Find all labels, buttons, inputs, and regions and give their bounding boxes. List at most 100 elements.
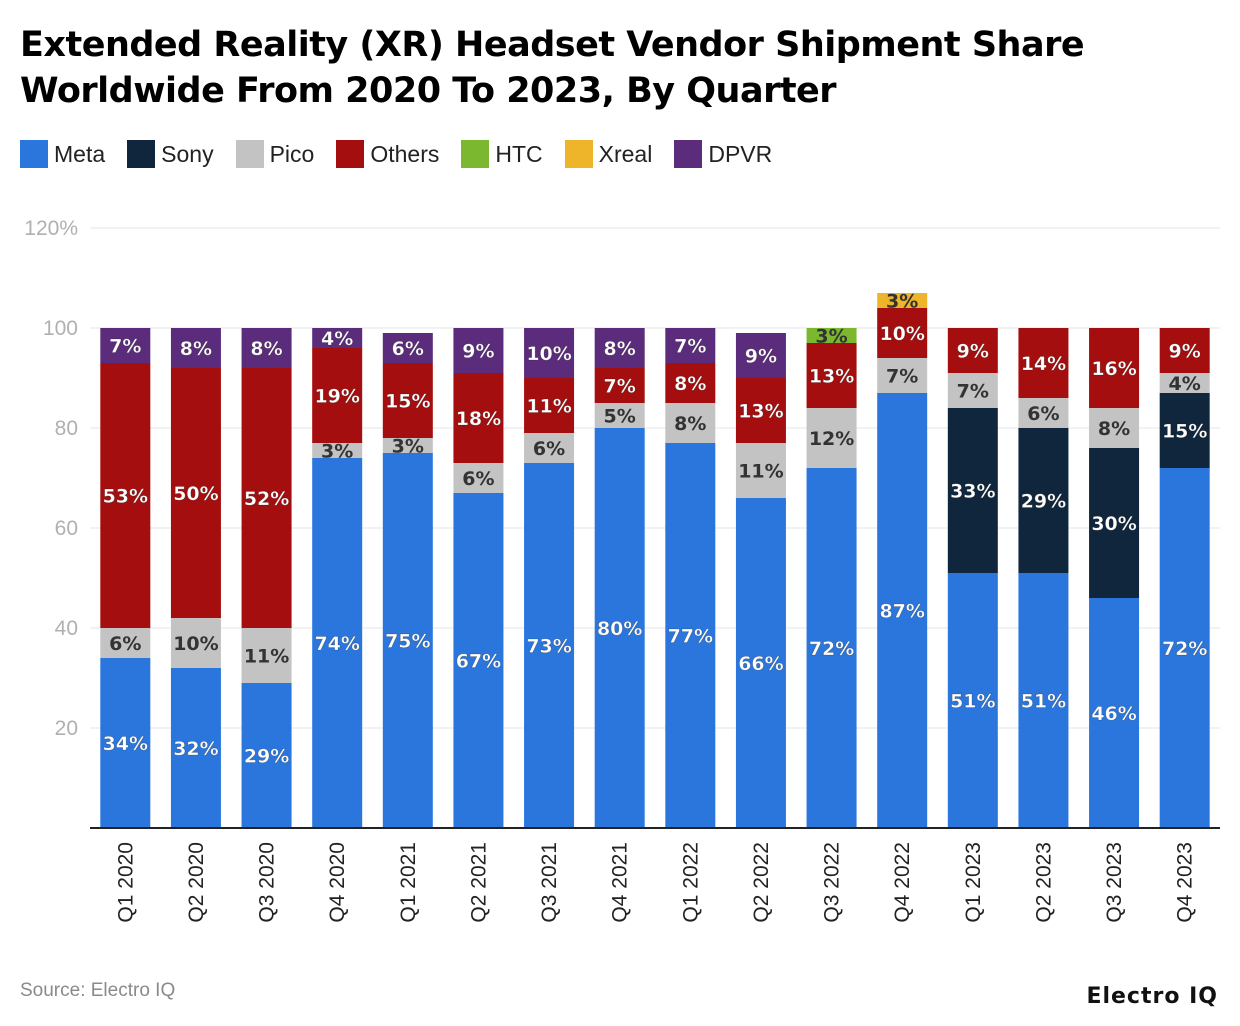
data-label: 10% <box>879 323 924 345</box>
bar-segment-dpvr <box>241 328 292 368</box>
bar-segment-meta <box>312 458 363 828</box>
bar-segment-meta <box>170 668 221 828</box>
y-tick-label: 120% <box>24 217 78 240</box>
bar-segment-meta <box>594 428 645 828</box>
bar-segment-meta <box>524 463 575 828</box>
data-label: 9% <box>1169 341 1201 363</box>
data-label: 87% <box>879 601 924 623</box>
x-tick-label: Q3 2022 <box>821 842 844 923</box>
y-tick-label: 80 <box>55 417 78 440</box>
legend-label: Xreal <box>598 140 653 167</box>
data-label: 4% <box>1169 373 1201 395</box>
bar-segment-meta <box>100 658 151 828</box>
bar-segment-others <box>594 368 645 403</box>
y-tick-label: 40 <box>55 617 78 640</box>
legend-swatch <box>674 140 703 168</box>
brand-logo: Electro IQ <box>1086 984 1218 1009</box>
data-label: 3% <box>392 436 424 458</box>
data-label: 46% <box>1091 703 1136 725</box>
legend-label: Others <box>370 140 440 167</box>
data-label: 9% <box>745 346 777 368</box>
data-label: 13% <box>738 401 783 423</box>
bar-segment-others <box>1159 328 1210 373</box>
bar-segment-pico <box>594 403 645 428</box>
bar-segment-meta <box>1159 468 1210 828</box>
x-tick-label: Q1 2021 <box>397 842 420 923</box>
bar-segment-others <box>382 363 433 438</box>
bar-segment-meta <box>877 393 928 828</box>
bar-segment-pico <box>665 403 716 443</box>
data-label: 3% <box>321 441 353 463</box>
bar-segment-meta <box>947 573 998 828</box>
data-label: 73% <box>526 636 571 658</box>
data-label: 72% <box>809 638 854 660</box>
x-tick-label: Q4 2023 <box>1174 842 1197 923</box>
bar-segment-meta <box>241 683 292 828</box>
bar-segment-pico <box>241 628 292 683</box>
data-label: 5% <box>604 406 636 428</box>
data-label: 29% <box>1021 491 1066 513</box>
data-label: 8% <box>674 373 706 395</box>
bar-segment-htc <box>806 328 857 343</box>
bar-segment-others <box>735 378 786 443</box>
data-label: 72% <box>1162 638 1207 660</box>
data-label: 6% <box>462 468 494 490</box>
bar-segment-others <box>947 328 998 373</box>
source-note: Source: Electro IQ <box>20 980 176 1001</box>
bar-segment-pico <box>170 618 221 668</box>
bar-segment-dpvr <box>524 328 575 378</box>
bar-segment-others <box>170 368 221 618</box>
data-label: 8% <box>250 338 282 360</box>
data-label: 51% <box>1021 691 1066 713</box>
data-label: 8% <box>674 413 706 435</box>
chart-legend: Meta Sony Pico Others HTC Xreal DPVR <box>20 140 794 168</box>
data-label: 53% <box>103 486 148 508</box>
data-label: 7% <box>604 376 636 398</box>
x-tick-label: Q3 2023 <box>1103 842 1126 923</box>
legend-swatch <box>336 140 365 168</box>
data-label: 9% <box>462 341 494 363</box>
data-label: 7% <box>109 336 141 358</box>
bar-segment-dpvr <box>312 328 363 348</box>
legend-swatch <box>235 140 264 168</box>
bar-segment-others <box>453 373 504 463</box>
bar-segment-dpvr <box>453 328 504 373</box>
chart-title: Extended Reality (XR) Headset Vendor Shi… <box>20 25 1085 111</box>
data-label: 7% <box>957 381 989 403</box>
bar-segment-others <box>1018 328 1069 398</box>
bar-segment-pico <box>1089 408 1140 448</box>
legend-label: Meta <box>54 140 106 167</box>
data-label: 6% <box>392 338 424 360</box>
data-label: 74% <box>314 633 359 655</box>
data-label: 16% <box>1091 358 1136 380</box>
legend-item-meta: Meta <box>20 140 105 168</box>
legend-swatch <box>461 140 490 168</box>
x-tick-label: Q4 2022 <box>891 842 914 923</box>
y-tick-label: 60 <box>55 517 78 540</box>
data-label: 15% <box>1162 421 1207 443</box>
bar-segment-pico <box>453 463 504 493</box>
data-label: 9% <box>957 341 989 363</box>
bar-segment-others <box>100 363 151 628</box>
legend-label: Sony <box>161 140 214 167</box>
data-label: 52% <box>244 488 289 510</box>
bar-segment-sony <box>947 408 998 573</box>
data-label: 30% <box>1091 513 1136 535</box>
bar-segment-dpvr <box>735 333 786 378</box>
legend-item-pico: Pico <box>235 140 314 168</box>
data-label: 7% <box>886 366 918 388</box>
x-tick-label: Q2 2021 <box>467 842 490 923</box>
legend-item-others: Others <box>336 140 439 168</box>
data-label: 11% <box>244 646 289 668</box>
data-label: 6% <box>533 438 565 460</box>
bar-segment-sony <box>1159 393 1210 468</box>
data-label: 13% <box>809 366 854 388</box>
data-label: 19% <box>314 386 359 408</box>
x-tick-label: Q2 2023 <box>1032 842 1055 923</box>
legend-label: DPVR <box>708 140 773 167</box>
bar-segment-xreal <box>877 293 928 308</box>
bar-segment-meta <box>453 493 504 828</box>
data-label: 80% <box>597 618 642 640</box>
y-tick-label: 20 <box>55 717 78 740</box>
